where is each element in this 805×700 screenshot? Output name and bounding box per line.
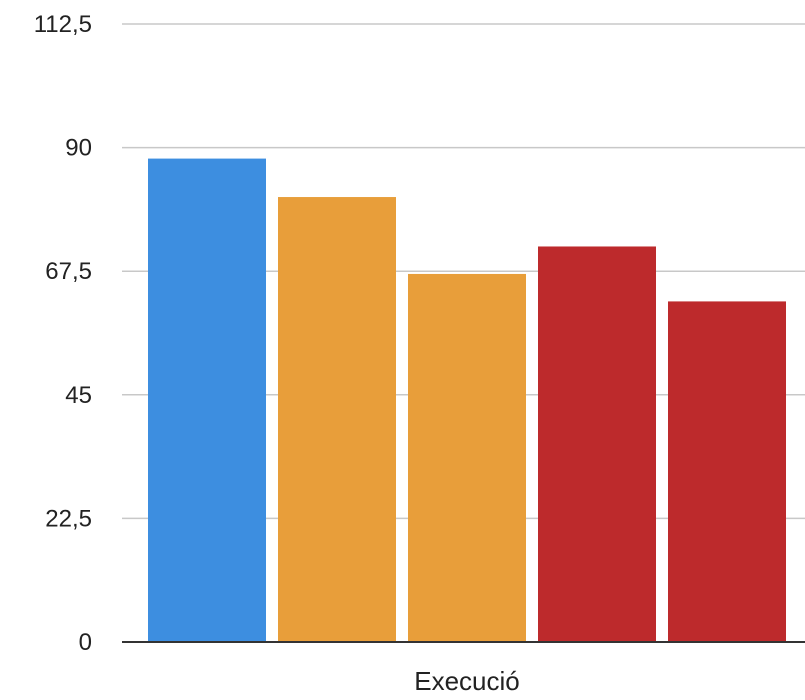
y-tick-label: 67,5: [45, 258, 92, 285]
y-tick-label: 112,5: [34, 11, 92, 38]
bar: [538, 246, 656, 643]
bar: [148, 158, 266, 642]
bar: [278, 197, 396, 643]
bars: [148, 158, 786, 643]
x-axis-category-label: Execució: [414, 666, 520, 696]
y-tick-label: 0: [79, 629, 92, 656]
bar: [408, 273, 526, 642]
y-tick-label: 22,5: [45, 505, 92, 532]
y-tick-label: 45: [65, 382, 92, 409]
bar: [668, 301, 786, 642]
y-axis-tick-labels: 0 22,5 45 67,5 90 112,5: [34, 11, 92, 656]
y-tick-label: 90: [65, 135, 92, 162]
